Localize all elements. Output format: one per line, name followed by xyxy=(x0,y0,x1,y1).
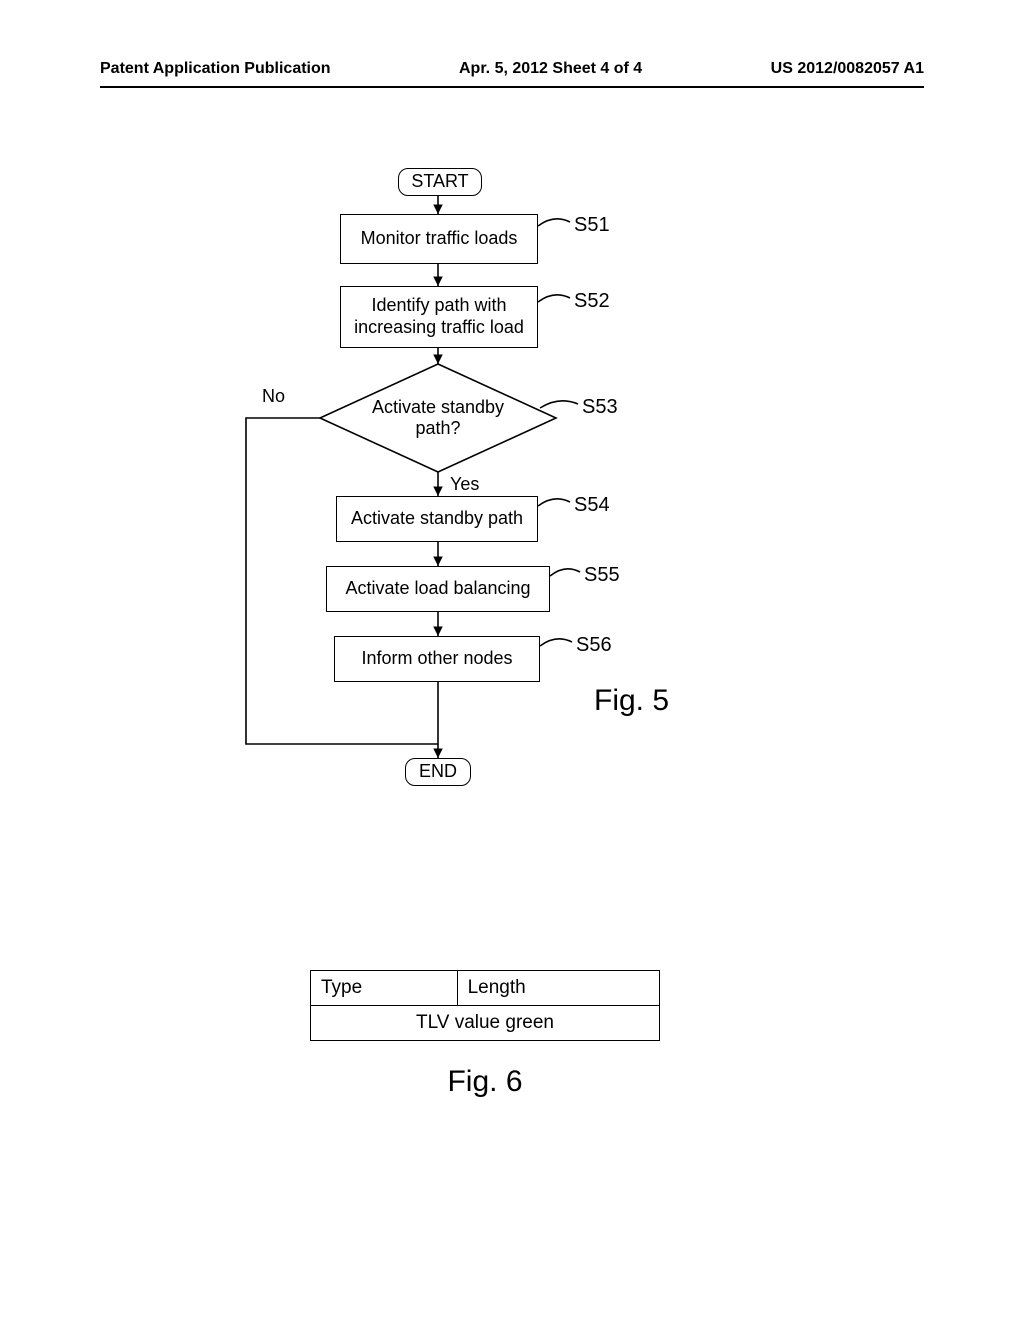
flowchart-connectors xyxy=(0,168,1024,808)
decision-s53-text: Activate standbypath? xyxy=(368,397,508,439)
branch-yes-label: Yes xyxy=(450,474,479,495)
end-terminal: END xyxy=(405,758,471,786)
step-label-s54: S54 xyxy=(574,494,610,517)
tlv-table-fig6: Type Length TLV value green Fig. 6 xyxy=(310,970,660,1099)
header-right: US 2012/0082057 A1 xyxy=(771,60,924,78)
page-header: Patent Application Publication Apr. 5, 2… xyxy=(0,60,1024,78)
step-label-s52: S52 xyxy=(574,290,610,313)
step-label-s55: S55 xyxy=(584,564,620,587)
step-label-s53: S53 xyxy=(582,396,618,419)
step-s54-text: Activate standby path xyxy=(351,508,523,530)
cell-length: Length xyxy=(457,971,659,1006)
step-s52: Identify path withincreasing traffic loa… xyxy=(340,286,538,348)
tlv-table: Type Length TLV value green xyxy=(310,970,660,1041)
step-s55-text: Activate load balancing xyxy=(345,578,530,600)
header-rule xyxy=(100,86,924,88)
start-terminal: START xyxy=(398,168,482,196)
table-row: TLV value green xyxy=(311,1006,660,1041)
step-s56: Inform other nodes xyxy=(334,636,540,682)
flowchart-fig5: START END Monitor traffic loads Identify… xyxy=(0,168,1024,808)
step-s55: Activate load balancing xyxy=(326,566,550,612)
decision-s53: Activate standbypath? xyxy=(320,364,556,472)
step-s56-text: Inform other nodes xyxy=(361,648,512,670)
figure-6-caption: Fig. 6 xyxy=(310,1065,660,1099)
table-row: Type Length xyxy=(311,971,660,1006)
cell-type: Type xyxy=(311,971,458,1006)
step-s52-text: Identify path withincreasing traffic loa… xyxy=(354,295,524,338)
step-s54: Activate standby path xyxy=(336,496,538,542)
step-label-s51: S51 xyxy=(574,214,610,237)
cell-tlv-value: TLV value green xyxy=(311,1006,660,1041)
step-s51-text: Monitor traffic loads xyxy=(361,228,518,250)
figure-5-caption: Fig. 5 xyxy=(594,684,669,718)
start-label: START xyxy=(411,171,468,193)
header-left: Patent Application Publication xyxy=(100,60,331,78)
end-label: END xyxy=(419,761,457,783)
header-center: Apr. 5, 2012 Sheet 4 of 4 xyxy=(459,60,642,78)
step-s51: Monitor traffic loads xyxy=(340,214,538,264)
step-label-s56: S56 xyxy=(576,634,612,657)
branch-no-label: No xyxy=(262,386,285,407)
